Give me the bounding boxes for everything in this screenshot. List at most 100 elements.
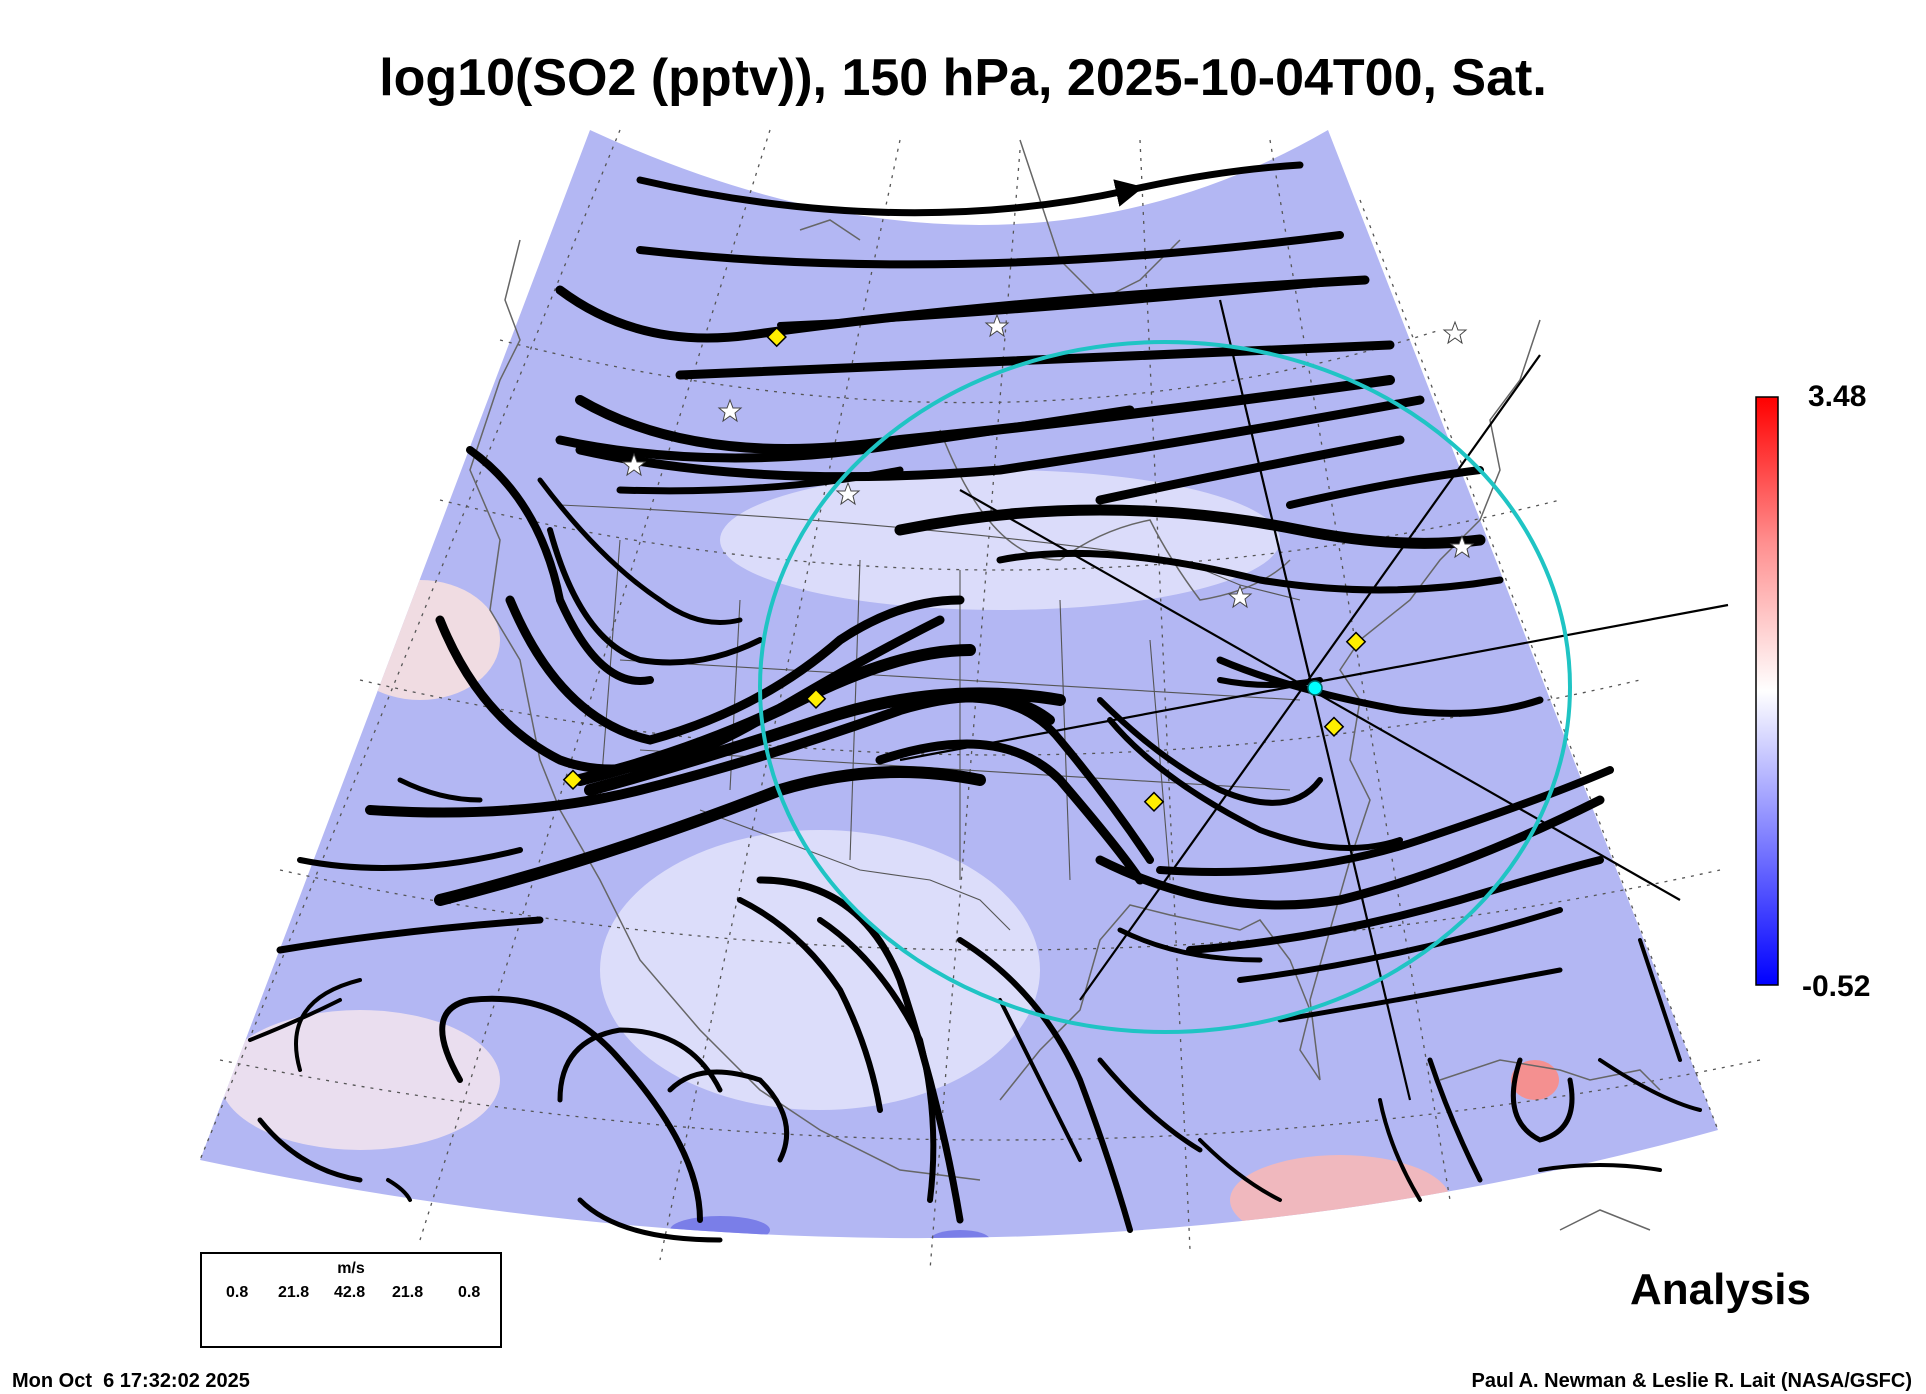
streamline bbox=[294, 978, 362, 1072]
streamline bbox=[1538, 1163, 1662, 1172]
streamline bbox=[547, 527, 763, 666]
star-markers bbox=[621, 313, 1475, 609]
streamline bbox=[1107, 717, 1403, 851]
star-marker bbox=[1449, 534, 1475, 559]
streamline bbox=[386, 1178, 412, 1202]
streamline bbox=[1277, 967, 1563, 1023]
streamline bbox=[636, 231, 1344, 269]
chart-title: log10(SO2 (pptv)), 150 hPa, 2025-10-04T0… bbox=[379, 49, 1547, 107]
streamline bbox=[575, 395, 1425, 482]
streamline bbox=[1427, 1057, 1483, 1183]
colorbar-min-label: -0.52 bbox=[1802, 970, 1871, 1003]
streamline bbox=[577, 1197, 723, 1243]
field-red-region bbox=[1230, 1155, 1450, 1239]
field-pink-region-2 bbox=[220, 1010, 500, 1150]
streamline bbox=[616, 466, 904, 495]
state-border bbox=[619, 659, 1301, 701]
legend-value: 21.8 bbox=[278, 1284, 310, 1301]
streamline bbox=[557, 1027, 723, 1103]
star-marker bbox=[717, 398, 743, 423]
streamline bbox=[297, 847, 523, 871]
timestamp: Mon Oct 6 17:32:02 2025 bbox=[12, 1370, 250, 1392]
star-marker bbox=[835, 481, 861, 506]
streamline bbox=[397, 777, 483, 803]
track-line bbox=[959, 489, 1681, 901]
analysis-label: Analysis bbox=[1630, 1265, 1811, 1314]
streamline bbox=[537, 477, 743, 625]
field-light-region bbox=[600, 830, 1040, 1110]
streamline bbox=[1216, 656, 1544, 717]
wind-speed-legend: m/s 0.8 21.8 42.8 21.8 0.8 bbox=[200, 1252, 502, 1348]
range-circle bbox=[758, 340, 1572, 1034]
streamline bbox=[505, 595, 965, 745]
streamline bbox=[1237, 907, 1563, 983]
parallel-line bbox=[439, 499, 1561, 571]
us-mexico-border bbox=[699, 809, 1011, 931]
station-marker bbox=[766, 326, 787, 348]
center-marker bbox=[1307, 680, 1323, 696]
legend-value: 21.8 bbox=[392, 1284, 424, 1301]
streamline bbox=[667, 1069, 790, 1163]
streamline bbox=[936, 694, 1154, 864]
state-border bbox=[1149, 639, 1171, 881]
hudson-bay bbox=[939, 429, 1291, 601]
colorbar bbox=[1755, 396, 1779, 986]
field-red-spot bbox=[1511, 1060, 1559, 1100]
streamline bbox=[555, 405, 1135, 463]
streamline bbox=[1198, 1138, 1282, 1202]
streamline bbox=[777, 277, 1363, 328]
star-marker bbox=[621, 452, 647, 477]
colorbar-max-label: 3.48 bbox=[1808, 380, 1867, 413]
streamline bbox=[1095, 435, 1405, 505]
streamline bbox=[276, 916, 544, 954]
streamline bbox=[1598, 1058, 1702, 1112]
field-blue-spot-2 bbox=[930, 1230, 990, 1239]
streamline bbox=[1186, 856, 1604, 954]
legend-value: 0.8 bbox=[458, 1284, 481, 1301]
streamline bbox=[1378, 1098, 1422, 1202]
streamline bbox=[574, 644, 976, 786]
streamline bbox=[1638, 938, 1682, 1062]
meridian-line bbox=[929, 149, 1021, 1271]
coastline-east bbox=[1309, 319, 1541, 1081]
state-border bbox=[729, 599, 741, 791]
south-america-coast bbox=[1559, 1209, 1651, 1231]
streamline bbox=[1510, 1057, 1575, 1143]
track-line bbox=[1218, 299, 1412, 1101]
streamline bbox=[439, 995, 703, 1223]
streamline bbox=[996, 549, 1504, 594]
streamline bbox=[1097, 1057, 1203, 1153]
legend-value: 0.8 bbox=[226, 1284, 249, 1301]
streamline bbox=[756, 876, 964, 1224]
credit: Paul A. Newman & Leslie R. Lait (NASA/GS… bbox=[1471, 1370, 1912, 1392]
streamline bbox=[998, 998, 1082, 1162]
star-marker bbox=[1227, 584, 1253, 609]
streamline bbox=[257, 1117, 363, 1183]
meridian-line bbox=[1359, 199, 1719, 1131]
streamline bbox=[1156, 766, 1614, 876]
station-marker bbox=[1345, 631, 1367, 652]
streamline bbox=[466, 446, 654, 685]
streamline bbox=[957, 937, 1133, 1233]
streamline bbox=[1095, 795, 1605, 910]
station-marker bbox=[1143, 791, 1165, 812]
streamline bbox=[1217, 677, 1323, 688]
arctic-islands-2 bbox=[799, 219, 861, 241]
streamline bbox=[434, 766, 986, 906]
station-markers bbox=[562, 326, 1367, 812]
cuba-coast bbox=[1439, 1059, 1661, 1091]
streamline bbox=[1117, 927, 1263, 963]
streamline bbox=[1097, 697, 1323, 806]
streamline bbox=[737, 897, 883, 1113]
star-marker bbox=[984, 313, 1010, 338]
track-line bbox=[1079, 354, 1541, 1001]
wind-streamlines bbox=[248, 161, 1702, 1243]
station-marker bbox=[1323, 716, 1345, 737]
arctic-islands bbox=[1019, 139, 1181, 301]
streamline bbox=[636, 161, 1304, 217]
streamline bbox=[675, 340, 1395, 380]
star-marker bbox=[1442, 320, 1468, 345]
legend-value: 42.8 bbox=[334, 1284, 366, 1301]
streamline bbox=[248, 998, 342, 1042]
